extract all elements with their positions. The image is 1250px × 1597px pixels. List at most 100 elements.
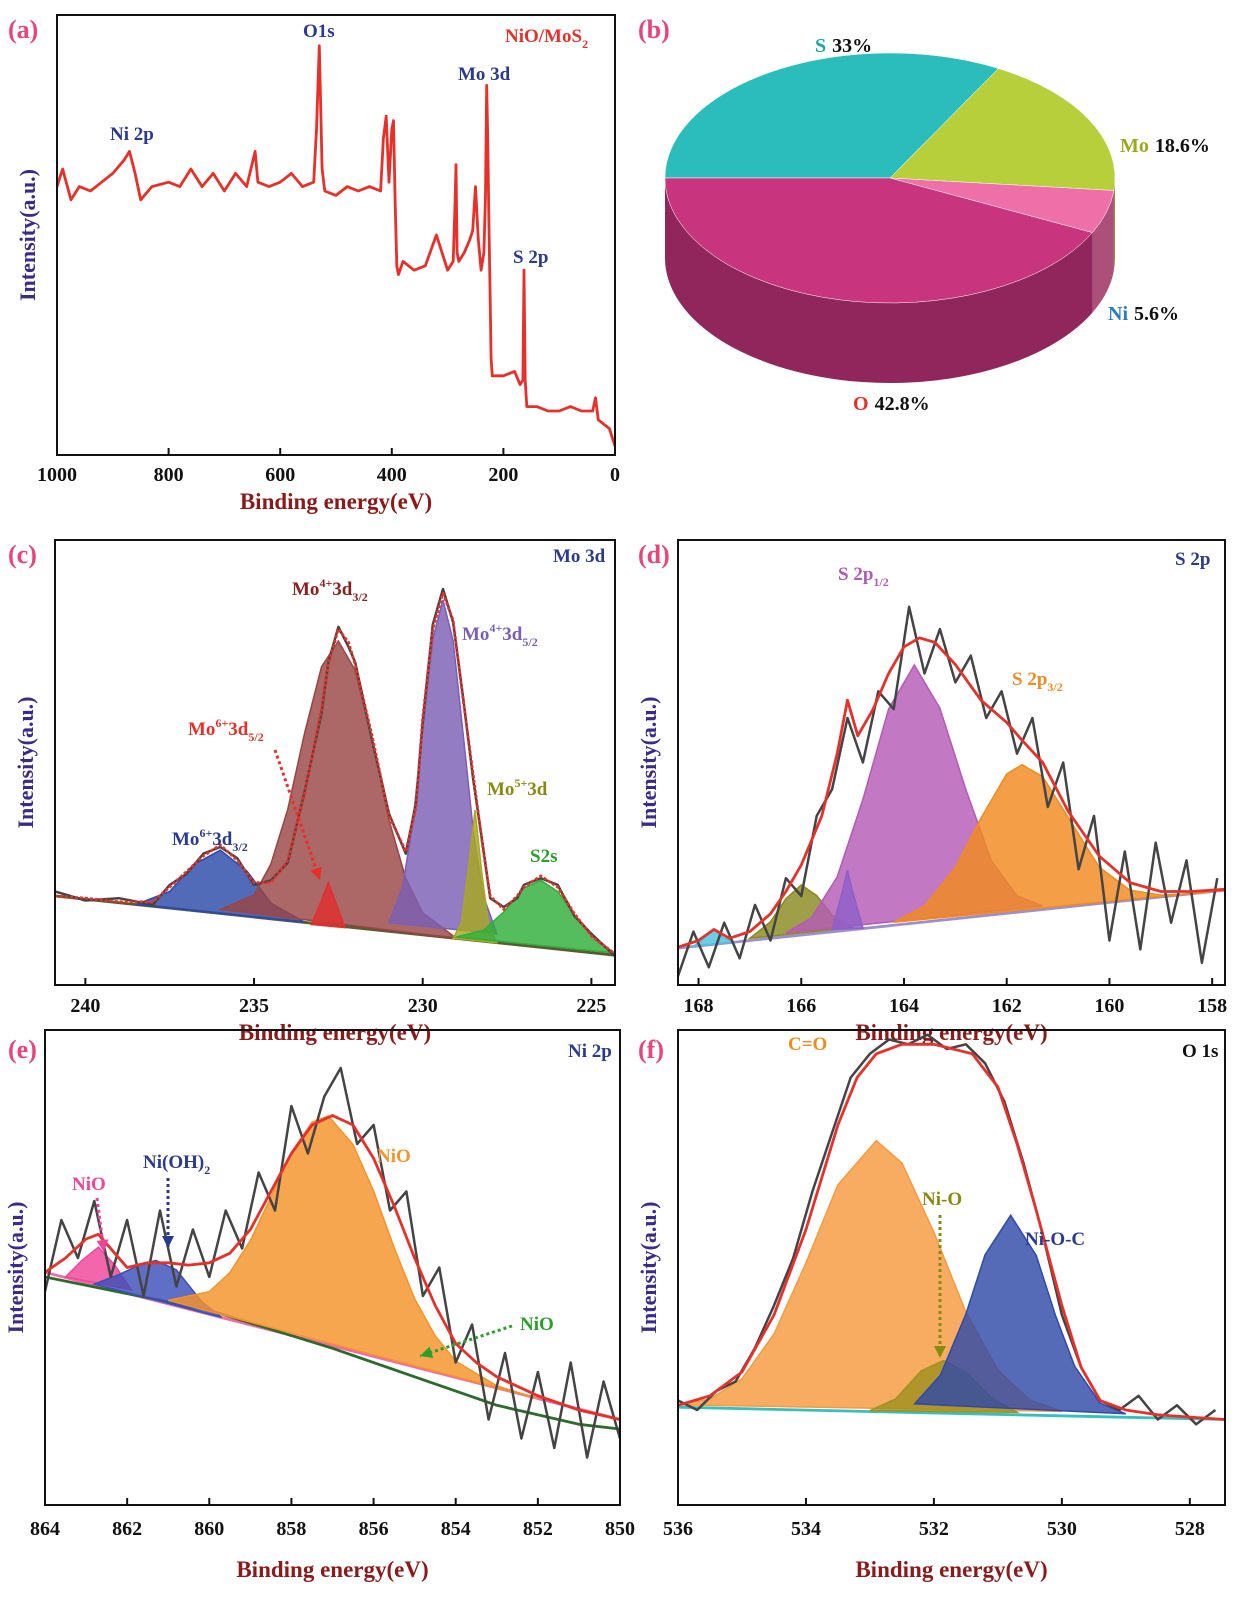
annotation: Ni-O [922,1189,962,1210]
x-axis-label: Binding energy(eV) [855,1020,1047,1045]
annotation-part: NiO [520,1314,554,1335]
pie-label-name: O [853,393,869,415]
annotation-part: NiO [72,1174,106,1195]
annotation-part: 1/2 [873,575,888,589]
pie-slice [664,52,999,179]
x-tick-label: 858 [276,1518,306,1540]
annotation-part: Mo [292,579,319,600]
annotation: Ni 2p [568,1041,612,1062]
arrow [273,749,322,881]
x-tick-label: 160 [1094,995,1124,1017]
x-tick-label: 864 [30,1518,60,1540]
annotation-part: 3/2 [1047,680,1062,694]
annotation: S 2p1/2 [838,564,889,589]
y-axis-label: Intensity(a.u.) [636,696,661,828]
annotation-part: Ni 2p [110,124,154,145]
plot-area [57,44,615,447]
annotation-part: 3/2 [352,590,367,604]
pie-label: Mo 18.6% [1120,135,1210,157]
plot-area [45,1066,620,1459]
x-tick-label: 536 [663,1518,693,1540]
spectrum-line [45,1066,620,1459]
annotation-part: 3d [332,579,353,600]
x-tick-label: 600 [265,464,295,486]
x-tick-label: 164 [889,995,919,1017]
x-tick-label: 158 [1197,995,1227,1017]
y-axis-label: Intensity(a.u.) [3,1201,28,1333]
frame [677,1029,1226,1506]
annotation-part: Ni-O [922,1189,962,1210]
frame [677,539,1226,986]
x-tick-label: 230 [408,995,438,1017]
annotation-part: 2 [582,37,588,51]
annotation: Mo 3d [458,64,511,85]
annotation-part: Mo [487,779,514,800]
annotation: Ni 2p [110,124,154,145]
annotation: S2s [530,846,557,867]
x-tick-label: 200 [488,464,518,486]
y-axis-label: Intensity(a.u.) [13,696,38,828]
x-tick-label: 862 [112,1518,142,1540]
arrow-head [96,1239,109,1252]
annotation: O1s [303,21,335,42]
frame [54,539,616,986]
peak-area [168,1115,539,1400]
annotation: Mo4+3d5/2 [462,621,538,649]
annotation: S 2p [1175,549,1210,570]
annotation: Mo 3d [553,546,606,567]
annotation-part: 2 [204,1163,210,1177]
x-tick-label: 166 [786,995,816,1017]
annotation-part: 4+ [489,621,502,635]
panel-letter: (d) [638,540,670,569]
pie-side [665,178,1093,383]
pie-label-name: Mo [1120,135,1149,157]
y-axis-label: Intensity(a.u.) [636,1201,661,1333]
annotation: S 2p [513,247,548,268]
annotation-part: S 2p [1012,669,1047,690]
annotation: NiO/MoS2 [505,26,588,51]
annotation-part: 3/2 [232,840,247,854]
annotation: S 2p3/2 [1012,669,1063,694]
annotation: NiO [377,1146,411,1167]
x-tick-label: 0 [610,464,620,486]
pie-label-value: 42.8% [875,393,930,415]
plot-area [678,1033,1225,1426]
x-tick-label: 854 [441,1518,471,1540]
panel-letter: (c) [8,540,37,569]
annotation-part: 5/2 [522,635,537,649]
annotation-part: NiO [377,1146,411,1167]
x-tick-label: 530 [1047,1518,1077,1540]
pie-label: O 42.8% [853,393,930,415]
annotation-part: 6+ [215,716,228,730]
annotation-part: Ni(OH) [143,1152,204,1173]
peak-area [831,870,864,931]
y-axis-label: Intensity(a.u.) [15,169,40,301]
annotation: O 1s [1182,1041,1218,1062]
x-tick-label: 532 [919,1518,949,1540]
spectrum-line [55,592,615,956]
pie-label-value: 33% [832,35,872,57]
pie-label-value: 5.6% [1134,303,1179,325]
pie-label-name: Ni [1108,303,1128,325]
x-tick-label: 856 [359,1518,389,1540]
pie-slice [664,177,1093,304]
annotation-part: 4+ [319,576,332,590]
x-tick-label: 400 [377,464,407,486]
x-tick-label: 800 [154,464,184,486]
peak-area [310,880,347,929]
annotation: C=O [788,1034,827,1055]
annotation-part: 3d [228,719,249,740]
annotation-part: O 1s [1182,1041,1218,1062]
annotation-part: 6+ [199,826,212,840]
x-tick-label: 528 [1175,1518,1205,1540]
x-tick-label: 850 [605,1518,635,1540]
spectrum-line [678,1042,1225,1421]
x-tick-label: 168 [684,995,714,1017]
annotation-part: 3d [212,829,233,850]
x-tick-label: 852 [523,1518,553,1540]
frame [56,14,616,456]
annotation-part: 5/2 [248,730,263,744]
x-tick-label: 1000 [37,464,77,486]
spectrum-line [678,636,1225,949]
